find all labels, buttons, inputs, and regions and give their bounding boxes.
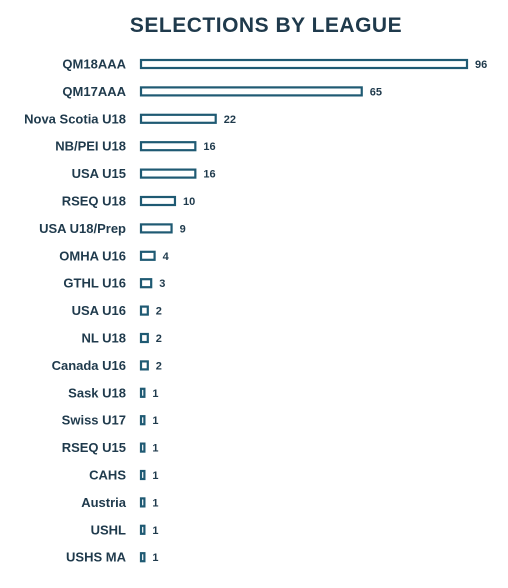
category-label: USA U18/Prep — [39, 221, 126, 236]
bar — [139, 552, 146, 563]
bar — [139, 524, 146, 535]
category-label: QM17AAA — [62, 84, 126, 99]
bar — [139, 387, 146, 398]
bar — [139, 113, 217, 124]
category-label: GTHL U16 — [63, 276, 126, 291]
value-label: 22 — [224, 114, 236, 126]
category-label: RSEQ U18 — [62, 194, 126, 209]
value-label: 1 — [152, 415, 158, 427]
value-label: 16 — [203, 141, 215, 153]
bar — [139, 442, 146, 453]
value-label: 1 — [152, 497, 158, 509]
bar — [139, 141, 197, 152]
category-label: Canada U16 — [52, 358, 126, 373]
category-label: Austria — [81, 495, 127, 510]
value-label: 1 — [152, 470, 158, 482]
value-label: 9 — [180, 223, 186, 235]
category-label: NB/PEI U18 — [55, 139, 126, 154]
bar — [139, 415, 146, 426]
bar — [139, 223, 173, 234]
value-label: 2 — [156, 333, 162, 345]
value-label: 3 — [159, 278, 165, 290]
category-label: USHL — [91, 522, 126, 537]
value-label: 1 — [152, 443, 158, 455]
value-label: 2 — [156, 360, 162, 372]
category-label: USHS MA — [66, 550, 127, 565]
value-label: 65 — [370, 86, 382, 98]
category-label: USA U15 — [72, 166, 126, 181]
value-label: 4 — [163, 251, 170, 263]
bar — [139, 332, 149, 344]
category-label: NL U18 — [81, 331, 126, 346]
bar — [139, 305, 149, 316]
category-label: Nova Scotia U18 — [24, 111, 126, 126]
bar — [139, 278, 153, 289]
bar — [139, 360, 149, 371]
bar — [139, 86, 363, 97]
chart-title: SELECTIONS BY LEAGUE — [129, 14, 403, 37]
category-label: CAHS — [89, 468, 126, 483]
value-label: 16 — [203, 169, 215, 181]
value-label: 1 — [152, 552, 158, 564]
category-label: RSEQ U15 — [62, 440, 126, 455]
value-label: 1 — [152, 388, 158, 400]
category-label: QM18AAA — [62, 57, 126, 72]
category-label: USA U16 — [72, 303, 126, 318]
bar — [139, 497, 146, 508]
bar — [139, 58, 469, 70]
category-label: Sask U18 — [68, 385, 126, 400]
bar — [139, 469, 146, 481]
value-label: 1 — [152, 525, 158, 537]
bar — [139, 168, 197, 179]
bar — [139, 250, 156, 261]
category-label: Swiss U17 — [62, 413, 126, 428]
value-label: 2 — [156, 306, 162, 318]
category-label: OMHA U16 — [59, 248, 126, 263]
bar — [139, 195, 177, 207]
value-label: 96 — [475, 59, 487, 71]
value-label: 10 — [183, 196, 195, 208]
